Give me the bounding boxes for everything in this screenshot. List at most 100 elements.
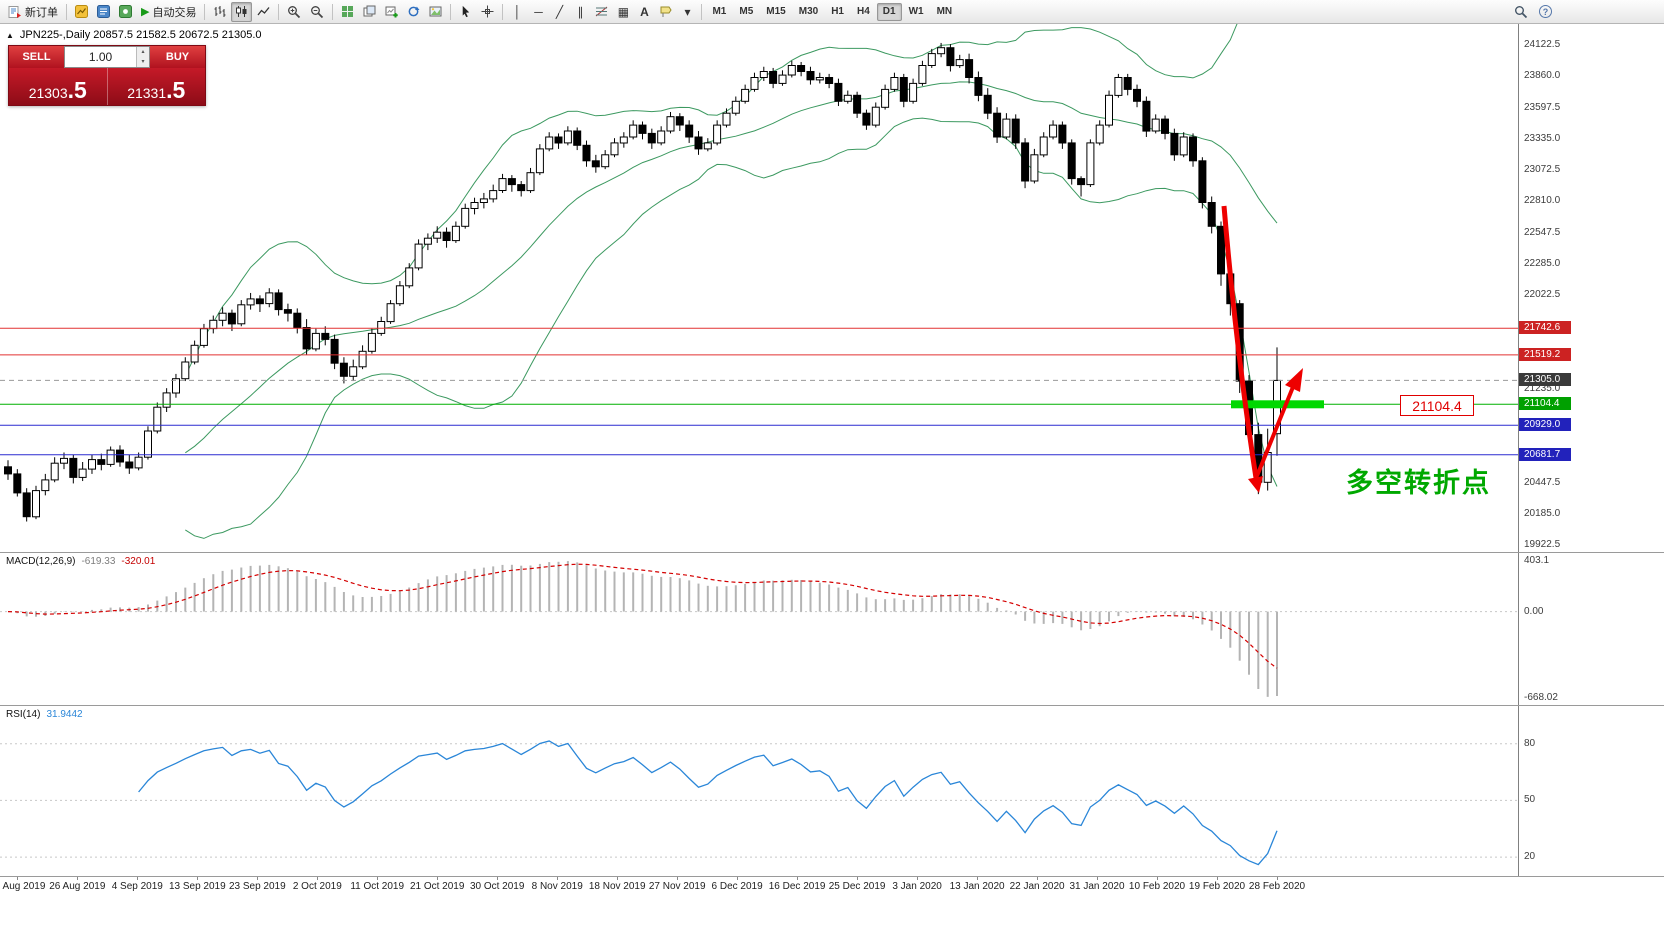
toolbar-separator (66, 3, 67, 20)
date-label: 4 Sep 2019 (111, 881, 163, 892)
date-label: 21 Oct 2019 (409, 881, 465, 892)
macd-axis[interactable]: 403.1 0.00 -668.02 (1518, 553, 1664, 705)
up-arrow[interactable] (1255, 381, 1297, 477)
price-line-label: 21742.6 (1519, 321, 1571, 335)
bar-chart-icon (214, 6, 226, 17)
toolbar-separator (204, 3, 206, 20)
date-tick (917, 877, 919, 880)
timeframe-m15-button[interactable]: M15 (760, 3, 791, 21)
timeframe-m5-button[interactable]: M5 (733, 3, 759, 21)
toolbar-separator (701, 3, 703, 20)
sell-price-button[interactable]: 21303.5 (9, 68, 108, 105)
date-label: 22 Jan 2020 (1009, 881, 1065, 892)
timeframe-w1-button[interactable]: W1 (903, 3, 930, 21)
volume-down-button[interactable]: ▾ (137, 57, 149, 67)
buy-price-button[interactable]: 21331.5 (108, 68, 206, 105)
price-chart-canvas[interactable] (0, 24, 1518, 552)
trendline-tool-button[interactable]: ╱ (549, 2, 569, 22)
new-chart-button[interactable] (381, 2, 402, 22)
charts-button[interactable] (71, 2, 92, 22)
zoom-out-button[interactable] (306, 2, 328, 22)
date-tick (1097, 877, 1098, 880)
price-tick: 22022.5 (1524, 289, 1561, 301)
date-label: 27 Nov 2019 (648, 881, 706, 892)
price-axis[interactable]: 24122.5 23860.0 23597.5 23335.0 23072.5 22810… (1518, 24, 1664, 552)
sell-button[interactable]: SELL (9, 46, 64, 68)
timeframe-m30-button[interactable]: M30 (793, 3, 824, 21)
text-tool-button[interactable]: A (634, 2, 654, 22)
navigator-button[interactable] (115, 2, 136, 22)
zoom-in-button[interactable] (283, 2, 305, 22)
buy-button[interactable]: BUY (150, 46, 205, 68)
rsi-header: RSI(14) 31.9442 (6, 709, 83, 720)
rsi-axis[interactable]: 80 50 20 (1518, 706, 1664, 876)
volume-stepper[interactable]: 1.00 ▴ ▾ (64, 46, 150, 68)
window-bottom-space (0, 895, 1664, 944)
volume-value[interactable]: 1.00 (88, 50, 113, 64)
symbol-info-line: ▲ JPN225-,Daily 20857.5 21582.5 20672.5 … (6, 29, 262, 41)
shapes-tool-button[interactable]: ▦ (613, 2, 633, 22)
channel-tool-button[interactable]: ∥ (570, 2, 590, 22)
one-click-trading-panel: SELL 1.00 ▴ ▾ BUY 21303.5 21331.5 (8, 45, 206, 106)
line-chart-button[interactable] (253, 2, 274, 22)
date-tick (77, 877, 79, 880)
main-chart-pane: 24122.5 23860.0 23597.5 23335.0 23072.5 22810… (0, 24, 1664, 553)
candlestick-chart-button[interactable] (231, 1, 253, 22)
turning-point-note[interactable]: 多空转折点 (1346, 468, 1491, 499)
support-highlight-segment[interactable] (1231, 400, 1324, 409)
auto-trading-play-icon: ▶ (141, 5, 150, 18)
new-chart-icon (385, 6, 399, 18)
auto-trading-button[interactable]: ▶ 自动交易 (137, 2, 200, 22)
volume-up-button[interactable]: ▴ (137, 47, 149, 57)
vertical-line-tool-button[interactable]: │ (507, 2, 527, 22)
horizontal-line-tool-button[interactable]: ─ (528, 2, 548, 22)
cascade-windows-icon (363, 5, 376, 17)
vertical-line-icon: │ (513, 4, 522, 19)
timeframe-h1-button[interactable]: H1 (825, 3, 850, 21)
cascade-windows-button[interactable] (359, 2, 380, 22)
cursor-button[interactable] (455, 2, 476, 22)
date-label: 13 Jan 2020 (949, 881, 1005, 892)
timeframe-m1-button[interactable]: M1 (706, 3, 732, 21)
date-label: 3 Jan 2020 (892, 881, 942, 892)
search-button[interactable] (1510, 2, 1532, 22)
bollinger-bands (184, 24, 1278, 539)
refresh-button[interactable] (403, 2, 424, 22)
up-arrow-head (1285, 368, 1303, 392)
macd-canvas[interactable] (0, 553, 1518, 705)
objects-dropdown-button[interactable]: ▾ (677, 2, 697, 22)
market-watch-button[interactable] (93, 2, 114, 22)
rsi-canvas[interactable] (0, 706, 1518, 876)
down-arrow-head (1248, 476, 1263, 493)
new-order-button[interactable]: 新订单 (4, 2, 62, 22)
date-tick (17, 877, 19, 880)
bar-chart-button[interactable] (209, 2, 230, 22)
buy-price: 21331 (127, 85, 167, 101)
down-arrow[interactable] (1221, 205, 1259, 479)
support-price-label[interactable]: 21104.4 (1400, 395, 1474, 416)
timeframe-d1-button[interactable]: D1 (876, 2, 902, 21)
fibonacci-tool-button[interactable] (591, 2, 612, 22)
help-button[interactable]: ? (1535, 2, 1556, 22)
charts-icon (75, 5, 88, 18)
crosshair-button[interactable] (477, 2, 498, 22)
price-line-label: 20681.7 (1519, 447, 1571, 461)
arrow-label-icon (660, 6, 673, 17)
date-tick (377, 877, 379, 880)
chevron-down-icon: ▾ (684, 4, 691, 19)
price-tick: 22810.0 (1524, 195, 1561, 207)
tile-windows-button[interactable] (337, 2, 358, 22)
timeframe-mn-button[interactable]: MN (931, 3, 959, 21)
new-order-icon (8, 5, 21, 18)
one-click-collapse-icon[interactable]: ▲ (6, 30, 14, 40)
arrow-label-tool-button[interactable] (655, 2, 676, 22)
text-tool-icon: A (640, 4, 649, 19)
template-button[interactable] (425, 2, 446, 22)
date-label: 23 Sep 2019 (228, 881, 286, 892)
fibonacci-icon (596, 6, 608, 17)
timeframe-h4-button[interactable]: H4 (851, 3, 876, 21)
price-tick: 24122.5 (1524, 39, 1561, 50)
price-tick: 19922.5 (1524, 539, 1561, 551)
auto-trading-label: 自动交易 (152, 6, 197, 19)
